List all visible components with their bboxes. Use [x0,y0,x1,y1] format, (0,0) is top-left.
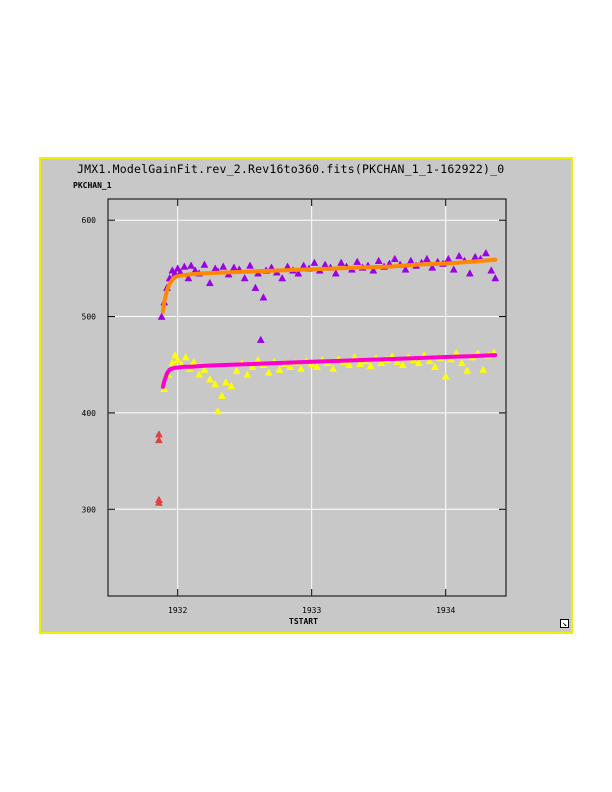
data-point-series-0 [374,256,383,264]
data-point-series-1 [297,364,305,372]
plot-window: JMX1.ModelGainFit.rev_2.Rev16to360.fits(… [39,157,573,634]
y-tick-label: 400 [82,409,97,418]
scatter-plot: 1932 1933 1934 300 400 500 600 [82,198,507,615]
plot-area [107,198,507,597]
data-point-series-1 [398,360,407,368]
data-point-series-0 [187,261,196,269]
data-point-series-0 [240,273,249,282]
data-point-series-1 [479,365,488,373]
data-point-series-1 [243,370,252,378]
fit-line-series-3 [160,353,498,389]
data-point-series-1 [463,366,472,374]
data-point-series-1 [227,381,236,390]
data-point-series-0 [200,260,209,268]
data-point-series-0 [294,269,303,277]
data-point-series-1 [329,364,338,372]
data-point-series-1 [171,351,179,359]
data-point-series-0 [246,261,254,269]
data-point-series-0 [256,335,265,343]
data-point-series-1 [168,358,177,367]
data-point-series-4 [155,435,163,444]
data-point-series-1 [181,353,190,361]
data-point-series-1 [366,361,375,369]
y-tick-label: 300 [82,505,97,514]
data-point-series-0 [331,269,340,277]
data-point-series-0 [310,258,319,266]
data-point-series-1 [217,391,226,399]
x-tick-label: 1932 [168,606,187,615]
y-tick-label: 500 [82,313,97,322]
data-point-series-1 [264,368,273,376]
data-point-series-0 [353,257,362,265]
data-point-series-1 [232,366,241,374]
data-point-series-0 [423,254,431,262]
data-point-series-0 [278,273,287,282]
data-point-series-1 [414,358,423,367]
data-point-series-1 [345,360,354,368]
data-point-series-1 [275,365,284,373]
y-tick-label: 600 [82,216,97,225]
data-point-series-1 [425,356,434,365]
data-point-series-0 [259,293,268,301]
data-point-series-0 [449,265,458,273]
data-point-series-0 [390,254,399,262]
data-point-series-1 [222,378,230,386]
data-point-series-1 [195,370,204,378]
data-point-series-1 [200,365,209,373]
data-point-series-1 [441,372,450,380]
data-point-series-0 [157,312,166,320]
data-point-series-0 [205,278,214,287]
data-point-series-0 [369,266,378,274]
x-axis-label: TSTART [289,617,318,626]
data-point-series-0 [401,265,410,273]
data-point-series-0 [465,269,474,277]
data-point-series-0 [184,273,193,282]
data-point-series-0 [428,263,437,271]
data-point-series-0 [337,258,346,266]
data-point-series-0 [491,273,500,282]
data-point-series-1 [393,357,402,366]
data-point-series-0 [455,251,464,260]
window-title: JMX1.ModelGainFit.rev_2.Rev16to360.fits(… [77,162,505,176]
data-point-series-1 [248,362,257,370]
data-point-series-4 [155,498,163,506]
data-point-series-0 [219,262,228,270]
data-point-series-1 [205,375,214,383]
data-point-series-1 [286,362,295,370]
y-axis-label: PKCHAN_1 [73,181,112,190]
data-point-series-1 [173,355,182,364]
data-point-series-1 [213,406,222,415]
data-point-series-1 [431,362,439,370]
resize-arrow-icon[interactable]: ↘ [560,619,569,628]
data-point-series-1 [457,358,466,367]
data-point-series-0 [487,266,496,274]
data-point-series-1 [356,359,364,368]
x-tick-label: 1933 [302,606,321,615]
fit-line-series-2 [160,257,498,314]
data-point-series-1 [211,379,220,388]
data-point-series-0 [180,262,189,270]
data-point-series-0 [481,248,490,257]
x-tick-label: 1934 [436,606,455,615]
data-point-series-1 [313,362,321,370]
data-point-series-0 [173,264,182,272]
data-point-series-0 [251,283,260,291]
data-point-series-1 [377,358,386,367]
